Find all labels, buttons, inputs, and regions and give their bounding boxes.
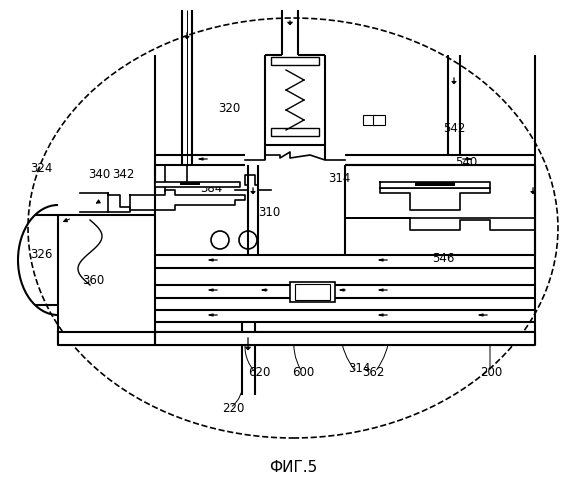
Bar [271, 128, 319, 136]
Text: 314: 314 [348, 362, 370, 374]
Text: 324: 324 [30, 162, 52, 174]
Bar [363, 115, 375, 125]
Text: 310: 310 [258, 206, 280, 220]
Text: 326: 326 [30, 248, 52, 262]
Text: 200: 200 [480, 366, 502, 378]
Text: 540: 540 [455, 156, 477, 168]
Polygon shape [180, 182, 200, 185]
Bar [58, 332, 155, 345]
Bar [155, 332, 535, 345]
Bar [290, 282, 335, 302]
Bar [295, 284, 330, 300]
Polygon shape [155, 182, 240, 187]
Text: 600: 600 [292, 366, 314, 378]
Text: 360: 360 [82, 274, 104, 286]
Text: 362: 362 [362, 366, 384, 378]
Text: 220: 220 [222, 402, 244, 414]
Bar [271, 57, 319, 65]
Text: 384: 384 [200, 182, 222, 194]
Text: 542: 542 [443, 122, 465, 134]
Text: ФИГ.5: ФИГ.5 [269, 460, 317, 475]
Bar [373, 115, 385, 125]
Polygon shape [380, 182, 490, 188]
Text: 314: 314 [328, 172, 350, 184]
Text: 546: 546 [432, 252, 454, 264]
Polygon shape [415, 182, 455, 186]
Text: 340: 340 [88, 168, 110, 181]
Text: 342: 342 [112, 168, 134, 181]
Text: 320: 320 [218, 102, 240, 114]
Text: 620: 620 [248, 366, 270, 378]
